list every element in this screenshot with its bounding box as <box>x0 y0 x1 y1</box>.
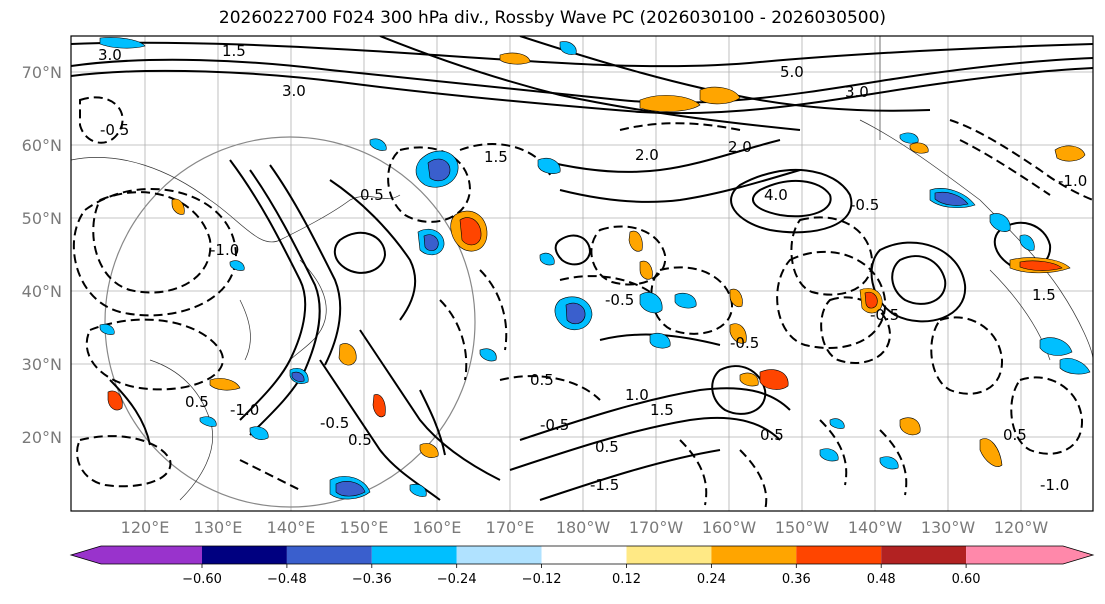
map-frame <box>70 35 1094 512</box>
lon-label: 130°E <box>194 518 243 537</box>
reference-circle <box>104 136 476 508</box>
lat-label: 20°N <box>22 428 62 447</box>
colorbar-tick-label: 0.60 <box>952 572 981 587</box>
lon-label: 140°W <box>848 518 903 537</box>
contour-label: 0.5 <box>760 426 784 444</box>
contour-label: -0.5 <box>730 334 759 352</box>
contour-label: -0.5 <box>320 414 349 432</box>
contour-label: 2.0 <box>728 138 752 156</box>
contour-label: 1.5 <box>1032 286 1056 304</box>
lon-label: 150°W <box>775 518 830 537</box>
lon-label: 160°E <box>413 518 462 537</box>
lat-label: 30°N <box>22 355 62 374</box>
colorbar: −0.60 −0.48 −0.36 −0.24 −0.12 0.12 0.24 0.36 0.4… <box>69 545 1095 587</box>
colorbar-segment <box>456 546 542 564</box>
colorbar-tick-label: 0.36 <box>782 572 811 587</box>
latitude-labels: 70°N 60°N 50°N 40°N 30°N 20°N <box>22 63 62 447</box>
lon-label: 180°W <box>556 518 611 537</box>
contour-label: 3.0 <box>98 46 122 64</box>
colorbar-tick-label: 0.48 <box>867 572 896 587</box>
colorbar-segment <box>371 546 457 564</box>
lat-label: 70°N <box>22 63 62 82</box>
contour-label: -1.0 <box>230 401 259 419</box>
lon-label: 160°W <box>702 518 757 537</box>
contour-label: 1.5 <box>222 42 246 60</box>
contour-label: 3.0 <box>845 83 869 101</box>
contour-label: -0.5 <box>870 306 899 324</box>
lat-label: 60°N <box>22 136 62 155</box>
colorbar-tick-label: 0.24 <box>697 572 726 587</box>
colorbar-tick-label: −0.36 <box>352 572 392 587</box>
contour-label: 1.0 <box>625 386 649 404</box>
colorbar-segment <box>541 546 627 564</box>
colorbar-tick-label: −0.12 <box>522 572 562 587</box>
lon-label: 120°W <box>994 518 1049 537</box>
lon-label: 120°E <box>121 518 170 537</box>
contour-label: 4.0 <box>764 186 788 204</box>
colorbar-tick-label: −0.48 <box>267 572 307 587</box>
colorbar-segment <box>966 546 1093 564</box>
lon-label: 170°W <box>629 518 684 537</box>
lon-label: 170°E <box>486 518 535 537</box>
dashed-contours <box>72 96 1093 511</box>
colorbar-segment <box>711 546 797 564</box>
contour-label: -1.0 <box>210 241 239 259</box>
contour-label: -1.5 <box>590 476 619 494</box>
solid-contours <box>71 36 1093 501</box>
contour-label: -0.5 <box>605 291 634 309</box>
contour-label: 1.5 <box>484 148 508 166</box>
map-title: 2026022700 F024 300 hPa div., Rossby Wav… <box>218 8 887 28</box>
lon-label: 140°E <box>267 518 316 537</box>
longitude-labels: 120°E 130°E 140°E 150°E 160°E 170°E 180°… <box>121 518 1049 537</box>
colorbar-segment <box>881 546 967 564</box>
contour-labels: 3.0 1.5 3.0 3.0 5.0 1.5 -0.5 2.0 2.0 4.0… <box>98 42 1087 494</box>
contour-label: 0.5 <box>348 431 372 449</box>
lon-label: 150°E <box>340 518 389 537</box>
shaded-divergence <box>99 37 1091 500</box>
contour-label: 0.5 <box>360 186 384 204</box>
contour-label: -1.0 <box>1040 476 1069 494</box>
lat-label: 50°N <box>22 209 62 228</box>
contour-label: 2.0 <box>635 146 659 164</box>
colorbar-segment <box>286 546 372 564</box>
colorbar-segment <box>626 546 712 564</box>
colorbar-segment <box>71 546 202 564</box>
contour-label: 0.5 <box>530 371 554 389</box>
contour-label: 0.5 <box>185 393 209 411</box>
colorbar-tick-label: 0.12 <box>612 572 641 587</box>
contour-label: -0.5 <box>100 121 129 139</box>
lon-label: 130°W <box>921 518 976 537</box>
contour-label: 1.5 <box>650 401 674 419</box>
colorbar-tick-label: −0.24 <box>437 572 477 587</box>
lat-label: 40°N <box>22 282 62 301</box>
contour-label: -0.5 <box>540 416 569 434</box>
contour-label: 0.5 <box>595 438 619 456</box>
contour-label: -0.5 <box>850 196 879 214</box>
colorbar-segment <box>202 546 287 564</box>
contour-label: -1.0 <box>1058 172 1087 190</box>
colorbar-outline <box>69 545 1095 565</box>
contour-label: 0.5 <box>1003 426 1027 444</box>
colorbar-tick-label: −0.60 <box>182 572 222 587</box>
contour-label: 3.0 <box>282 82 306 100</box>
graticule <box>71 36 1093 511</box>
contour-label: 5.0 <box>780 63 804 81</box>
map-plot-area <box>71 36 1093 511</box>
colorbar-segment <box>796 546 882 564</box>
